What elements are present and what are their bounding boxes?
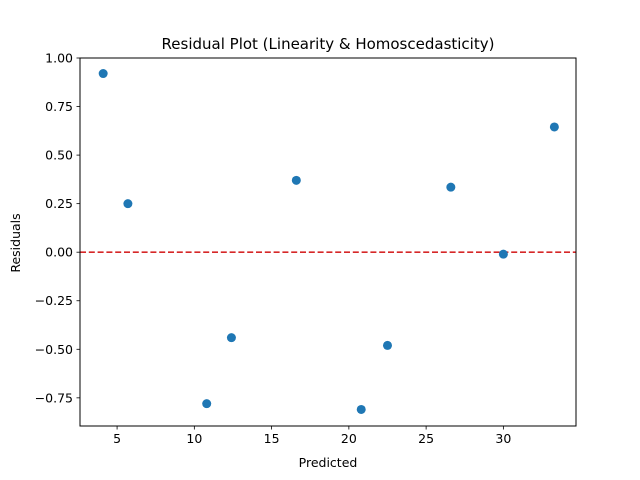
y-tick-label: 0.75 [45, 99, 73, 114]
x-tick-label: 20 [341, 431, 357, 446]
chart-title: Residual Plot (Linearity & Homoscedastic… [162, 35, 495, 53]
y-tick-label: 1.00 [45, 51, 73, 66]
data-point [291, 175, 301, 185]
x-axis-label: Predicted [299, 455, 358, 470]
x-tick-label: 25 [418, 431, 434, 446]
x-tick-label: 15 [264, 431, 280, 446]
y-axis-label: Residuals [8, 213, 23, 272]
plot-area [80, 69, 576, 414]
data-point [549, 122, 559, 132]
y-tick-label: 0.00 [45, 245, 73, 260]
data-point [123, 199, 133, 209]
x-tick-label: 30 [495, 431, 511, 446]
x-tick-label: 10 [186, 431, 202, 446]
y-tick-label: −0.50 [35, 342, 73, 357]
data-point [202, 399, 212, 409]
x-axis: 5 10 15 20 25 30 [113, 426, 511, 446]
y-axis: −0.75 −0.50 −0.25 0.00 0.25 0.50 0.75 1.00 [35, 51, 80, 405]
data-point [446, 182, 456, 192]
data-point [226, 333, 236, 343]
data-point [356, 404, 366, 414]
y-tick-label: 0.50 [45, 148, 73, 163]
y-tick-label: −0.25 [35, 293, 73, 308]
y-tick-label: −0.75 [35, 390, 73, 405]
x-tick-label: 5 [113, 431, 121, 446]
y-tick-label: 0.25 [45, 196, 73, 211]
data-point [382, 340, 392, 350]
data-point [98, 69, 108, 79]
data-point [498, 249, 508, 259]
axes-frame [79, 57, 577, 427]
